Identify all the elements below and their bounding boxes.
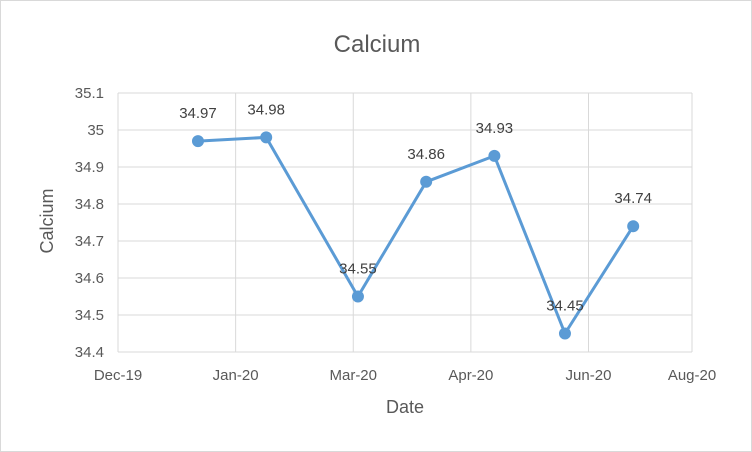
x-tick-label: Dec-19 (94, 367, 142, 384)
x-tick-label: Apr-20 (448, 367, 493, 384)
data-point (558, 327, 571, 340)
y-tick-label: 34.4 (75, 344, 104, 361)
data-point (191, 135, 204, 148)
data-label: 34.97 (179, 105, 217, 122)
vertical-gridlines (117, 93, 693, 352)
y-tick-label: 34.7 (75, 233, 104, 250)
data-point (420, 175, 433, 188)
x-tick-label: Jun-20 (566, 367, 612, 384)
data-label: 34.93 (476, 120, 514, 137)
data-label: 34.86 (407, 146, 445, 163)
y-tick-label: 35.1 (75, 85, 104, 102)
y-axis-title: Calcium (37, 188, 57, 253)
data-label: 34.98 (247, 101, 285, 118)
x-tick-label: Aug-20 (668, 367, 716, 384)
y-tick-label: 34.8 (75, 196, 104, 213)
x-axis-ticks: Dec-19 Jan-20 Mar-20 Apr-20 Jun-20 Aug-20 (94, 367, 716, 384)
data-point (260, 131, 273, 144)
horizontal-gridlines (118, 92, 692, 353)
data-point (488, 149, 501, 162)
chart-title: Calcium (334, 31, 421, 58)
data-label: 34.55 (339, 261, 377, 278)
y-tick-label: 34.5 (75, 307, 104, 324)
data-label: 34.45 (546, 298, 584, 315)
data-labels: 34.97 34.98 34.55 34.86 34.93 34.45 34.74 (179, 101, 652, 314)
data-point (627, 220, 640, 233)
y-tick-label: 34.9 (75, 159, 104, 176)
y-tick-label: 34.6 (75, 270, 104, 287)
y-tick-label: 35 (87, 122, 104, 139)
data-point (351, 290, 364, 303)
x-axis-title: Date (386, 397, 424, 417)
x-tick-label: Jan-20 (213, 367, 259, 384)
calcium-series (191, 131, 640, 340)
y-axis-ticks: 34.4 34.5 34.6 34.7 34.8 34.9 35 35.1 (75, 85, 104, 361)
x-tick-label: Mar-20 (329, 367, 377, 384)
data-label: 34.74 (614, 190, 652, 207)
